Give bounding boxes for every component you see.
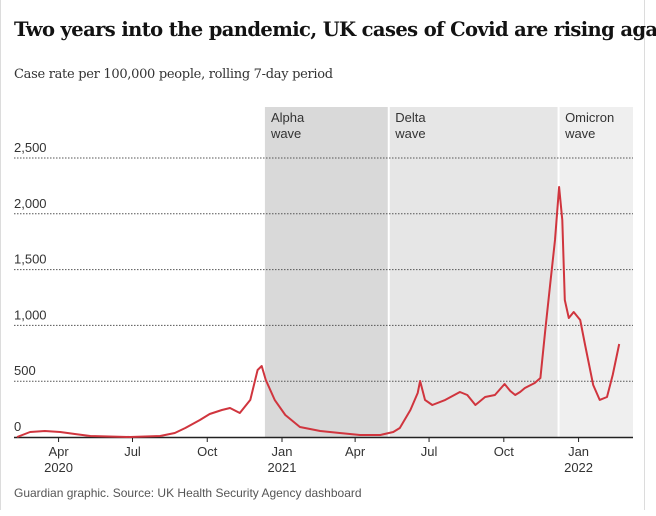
series-line-case-rate <box>16 186 621 438</box>
x-tick-label: Apr <box>48 444 69 459</box>
y-tick-label: 500 <box>14 363 36 378</box>
x-tick-label: Apr <box>345 444 366 459</box>
x-tick-label: Jan <box>568 444 589 459</box>
x-tick-label: Oct <box>494 444 515 459</box>
y-tick-label: 1,500 <box>14 252 47 267</box>
x-tick-label: Jul <box>124 444 141 459</box>
chart-title: Two years into the pandemic, UK cases of… <box>14 18 656 41</box>
x-tick-label: Jan <box>272 444 293 459</box>
chart-subtitle: Case rate per 100,000 people, rolling 7-… <box>14 67 333 82</box>
wave-label-sub: wave <box>564 126 595 141</box>
x-tick-label: Oct <box>197 444 218 459</box>
chart-frame <box>0 0 645 510</box>
wave-band-delta <box>389 107 559 437</box>
wave-label-sub: wave <box>270 126 301 141</box>
x-tick-year: 2020 <box>44 460 73 475</box>
wave-label: Omicron <box>565 110 614 125</box>
x-tick-label: Jul <box>421 444 438 459</box>
wave-band-alpha <box>264 107 389 437</box>
wave-label: Alpha <box>271 110 305 125</box>
wave-band-omicron <box>559 107 633 437</box>
chart-source: Guardian graphic. Source: UK Health Secu… <box>14 486 362 500</box>
y-tick-label: 2,000 <box>14 196 47 211</box>
x-tick-year: 2021 <box>268 460 297 475</box>
wave-label: Delta <box>395 110 426 125</box>
y-tick-label: 2,500 <box>14 140 47 155</box>
y-tick-label: 0 <box>14 419 21 434</box>
wave-label-sub: wave <box>394 126 425 141</box>
x-tick-year: 2022 <box>564 460 593 475</box>
y-tick-label: 1,000 <box>14 307 47 322</box>
